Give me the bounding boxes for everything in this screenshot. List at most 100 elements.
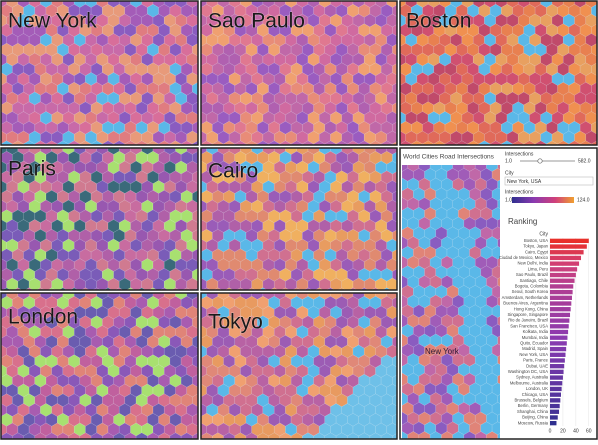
hex-cell <box>335 432 348 439</box>
hex-cell <box>79 140 92 145</box>
y-tick-label: Madrid, Spain <box>522 346 549 351</box>
legend-min: 1.0 <box>505 197 512 203</box>
hex-cell <box>433 140 446 145</box>
filter-label: City <box>505 170 514 176</box>
hex-cell <box>135 432 148 439</box>
hex-cell <box>102 432 114 439</box>
hex-cell <box>124 432 137 439</box>
hex-cell <box>102 140 114 145</box>
hex-cell <box>486 431 498 439</box>
hex-cell <box>147 140 159 145</box>
hex-cell <box>279 432 292 439</box>
bar <box>550 255 582 261</box>
y-tick-label: Rio de Janeiro, Brazil <box>508 318 548 323</box>
hex-cell <box>158 140 171 145</box>
y-tick-label: Washington DC, USA <box>508 369 548 374</box>
hex-cell <box>290 432 303 439</box>
hex-cell <box>407 431 420 439</box>
map-label: New York <box>425 347 460 356</box>
bar <box>550 364 565 369</box>
hex-cell <box>347 432 359 439</box>
y-tick-label: Ciudad de Mexico, Mexico <box>499 255 549 260</box>
hex-cell <box>201 140 213 145</box>
hex-cell <box>302 140 314 145</box>
x-tick-label: 40 <box>573 428 579 434</box>
hex-cell <box>474 431 487 439</box>
hex-cell <box>257 432 269 439</box>
legend-label: Intersections <box>505 189 534 195</box>
hex-cell <box>557 140 570 145</box>
hex-cell <box>245 432 258 439</box>
city-dropdown[interactable] <box>504 176 594 186</box>
bar <box>550 415 558 420</box>
x-tick-label: 20 <box>560 428 566 434</box>
hex-cell <box>234 140 247 145</box>
y-tick-label: New Delhi, India <box>518 261 549 266</box>
y-tick-label: Mumbai, India <box>522 335 549 340</box>
hex-cell <box>68 140 81 145</box>
hex-cell <box>90 140 103 145</box>
y-tick-label: New York, USA <box>519 352 548 357</box>
bar <box>550 312 571 318</box>
slider-handle[interactable] <box>537 158 543 164</box>
bar <box>550 267 578 272</box>
y-tick-label: Sao Paulo, Brazil <box>516 272 548 277</box>
dashboard-title: World Cities Road Intersections <box>403 154 495 161</box>
hex-cell <box>290 140 303 145</box>
hex-cell <box>257 140 269 145</box>
y-tick-label: Chicago, USA <box>522 392 549 397</box>
slider-min: 1.0 <box>505 158 512 164</box>
y-tick-label: Amsterdam, Netherlands <box>502 295 548 300</box>
hex-cell <box>579 140 592 145</box>
y-tick-label: Cairo, Egypt <box>525 249 549 254</box>
y-tick-label: Moscow, Russia <box>518 420 549 425</box>
y-tick-label: Brussels, Belgium <box>514 397 548 402</box>
hex-cell <box>324 140 337 145</box>
hex-cell <box>591 140 597 145</box>
bar <box>550 318 570 323</box>
hex-cell <box>380 432 393 439</box>
hex-cell <box>113 140 126 145</box>
hex-cell <box>34 140 47 145</box>
bar <box>550 295 572 300</box>
y-tick-label: Quito, Ecuador <box>520 341 549 346</box>
panel-label: Paris <box>8 158 56 181</box>
hex-cell <box>57 140 69 145</box>
hex-cell <box>180 432 193 439</box>
city-value: New York, USA <box>507 179 542 185</box>
hex-cell <box>452 431 465 439</box>
hex-cell <box>201 432 213 439</box>
hex-cell <box>546 140 558 145</box>
bar <box>550 398 561 403</box>
bar <box>550 307 571 312</box>
hex-cell <box>169 432 182 439</box>
hex-cell <box>335 140 348 145</box>
hex-cell <box>135 140 148 145</box>
hex-cell <box>169 140 182 145</box>
y-tick-label: Shanghai, China <box>517 409 549 414</box>
hex-map <box>201 148 397 290</box>
bar <box>550 284 574 289</box>
dashboard-sidebar <box>500 165 596 438</box>
hex-cell <box>12 432 24 439</box>
bar <box>550 278 575 283</box>
bar <box>550 244 587 249</box>
hex-cell <box>501 140 513 145</box>
x-tick-label: 0 <box>549 428 552 434</box>
hex-cell <box>212 140 224 145</box>
hex-cell <box>1 140 13 145</box>
hex-cell <box>268 432 281 439</box>
hex-cell <box>392 141 397 145</box>
bar <box>550 261 580 266</box>
hex-cell <box>534 140 547 145</box>
panel-label: New York <box>8 10 97 33</box>
y-tick-label: Boston, USA <box>524 238 548 243</box>
hex-cell <box>380 140 393 145</box>
hex-cell <box>400 140 412 145</box>
hex-cell <box>268 140 281 145</box>
hex-map <box>201 293 397 439</box>
hex-cell <box>313 432 326 439</box>
y-tick-label: Singapore, Singapore <box>507 312 548 317</box>
filter-label: Intersections <box>505 151 534 157</box>
hex-cell <box>23 432 36 439</box>
